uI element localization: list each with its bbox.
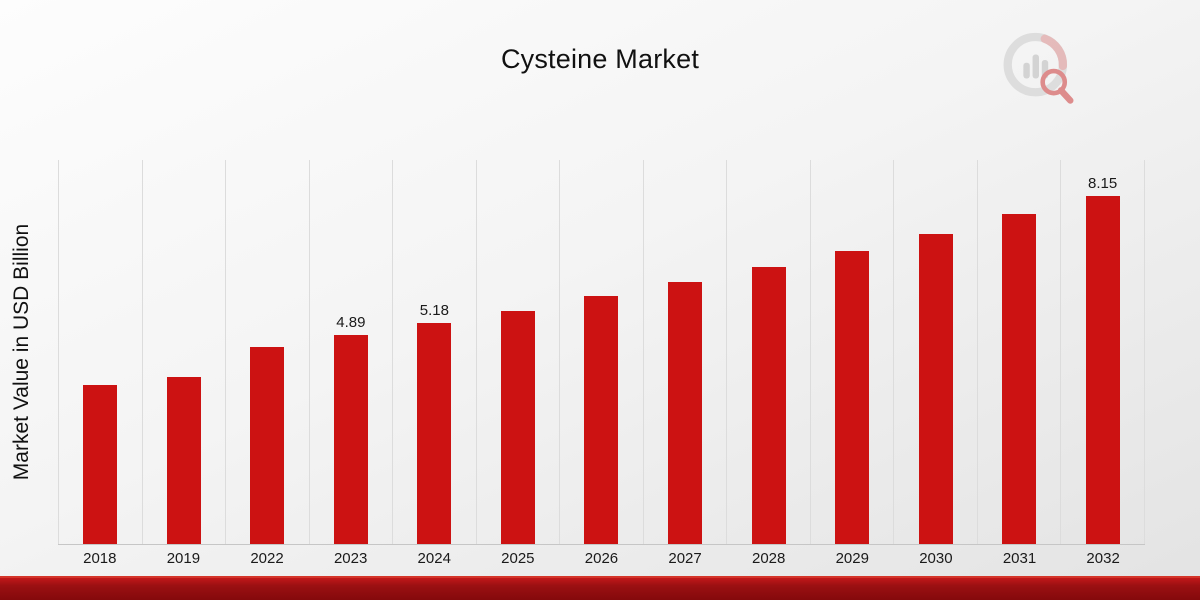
bar-2028: [751, 266, 786, 544]
logo-magnifier-lens: [1040, 68, 1068, 96]
bar-2030: [918, 233, 953, 544]
plot-area: 4.89 5.18 8.15: [58, 160, 1145, 545]
x-tick-2027: 2027: [668, 550, 702, 567]
grid-cell-2030: [893, 160, 977, 544]
bar-2022: [250, 347, 285, 544]
bar-2026: [584, 295, 619, 544]
logo-ring-red-arc: [1003, 32, 1068, 97]
x-tick-2025: 2025: [501, 550, 535, 567]
logo-bar-short: [1023, 62, 1030, 79]
bar-2023: [333, 335, 368, 544]
bar-value-label-2024: 5.18: [419, 302, 449, 319]
grid-cell-2018: [58, 160, 142, 544]
x-tick-2018: 2018: [83, 550, 117, 567]
bar-2031: [1002, 214, 1037, 544]
bar-2032: [1085, 196, 1120, 544]
x-tick-2031: 2031: [1002, 550, 1037, 567]
x-tick-2032: 2032: [1086, 550, 1120, 567]
bar-2025: [500, 310, 535, 544]
bar-value-label-2023: 4.89: [336, 314, 366, 332]
grid-cell-2023: 4.89: [308, 160, 393, 544]
grid-cell-2024: 5.18: [392, 160, 476, 544]
x-tick-2028: 2028: [751, 550, 786, 567]
bar-2019: [166, 377, 201, 544]
x-tick-2022: 2022: [250, 550, 284, 567]
x-tick-2023: 2023: [333, 550, 368, 567]
grid-cell-2019: [141, 160, 226, 544]
grid-cell-2028: [726, 160, 810, 544]
grid-cell-2029: [809, 160, 894, 544]
bar-2018: [83, 384, 118, 544]
x-tick-2026: 2026: [584, 550, 619, 567]
logo-magnifier-handle: [1057, 87, 1074, 104]
grid-cell-2031: [976, 160, 1061, 544]
x-axis-tick-row: 2018 2019 2022 2023 2024 2025 2026 2027 2028 2029…: [58, 550, 1145, 567]
bar-2027: [667, 281, 702, 544]
x-tick-2024: 2024: [417, 550, 451, 567]
bar-value-label-2032: 8.15: [1088, 175, 1118, 193]
bar-2024: [417, 323, 452, 544]
grid-cell-2026: [559, 160, 643, 544]
chart-title: Cysteine Market: [500, 44, 700, 74]
brand-logo-graphic: [1003, 32, 1074, 104]
grid-cell-2025: [475, 160, 560, 544]
x-tick-2019: 2019: [166, 550, 201, 567]
footer-accent-bar: [0, 576, 1200, 600]
y-axis-label: Market Value in USD Billion: [10, 223, 33, 481]
logo-bar-tall: [1032, 54, 1039, 79]
brand-logo: [993, 26, 1085, 118]
x-tick-2030: 2030: [919, 550, 953, 567]
grid-cell-2022: [225, 160, 309, 544]
bar-2029: [835, 250, 870, 544]
x-tick-2029: 2029: [835, 550, 869, 567]
grid-cell-2032: 8.15: [1060, 160, 1145, 544]
grid-cell-2027: [642, 160, 727, 544]
